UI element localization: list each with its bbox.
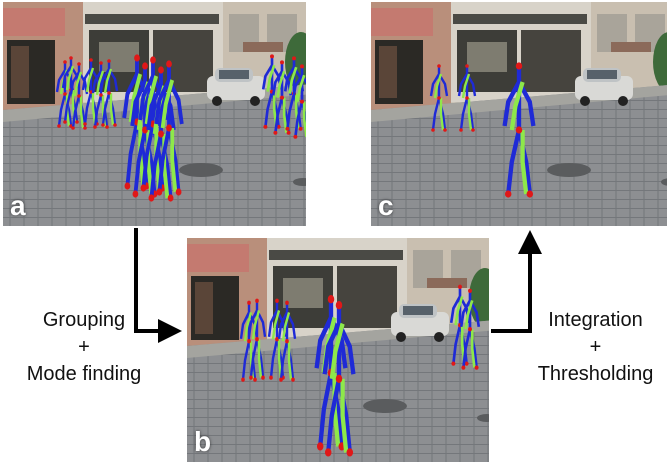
step-label-line: + <box>0 334 168 361</box>
step-label-line: Grouping <box>0 307 168 334</box>
step-label-line: Thresholding <box>524 361 667 388</box>
step-label-line: Integration <box>524 307 667 334</box>
step-label-line: Mode finding <box>0 361 168 388</box>
step-label-line: + <box>524 334 667 361</box>
step-label-grouping: Grouping + Mode finding <box>0 307 168 388</box>
step-label-integration: Integration + Thresholding <box>524 307 667 388</box>
